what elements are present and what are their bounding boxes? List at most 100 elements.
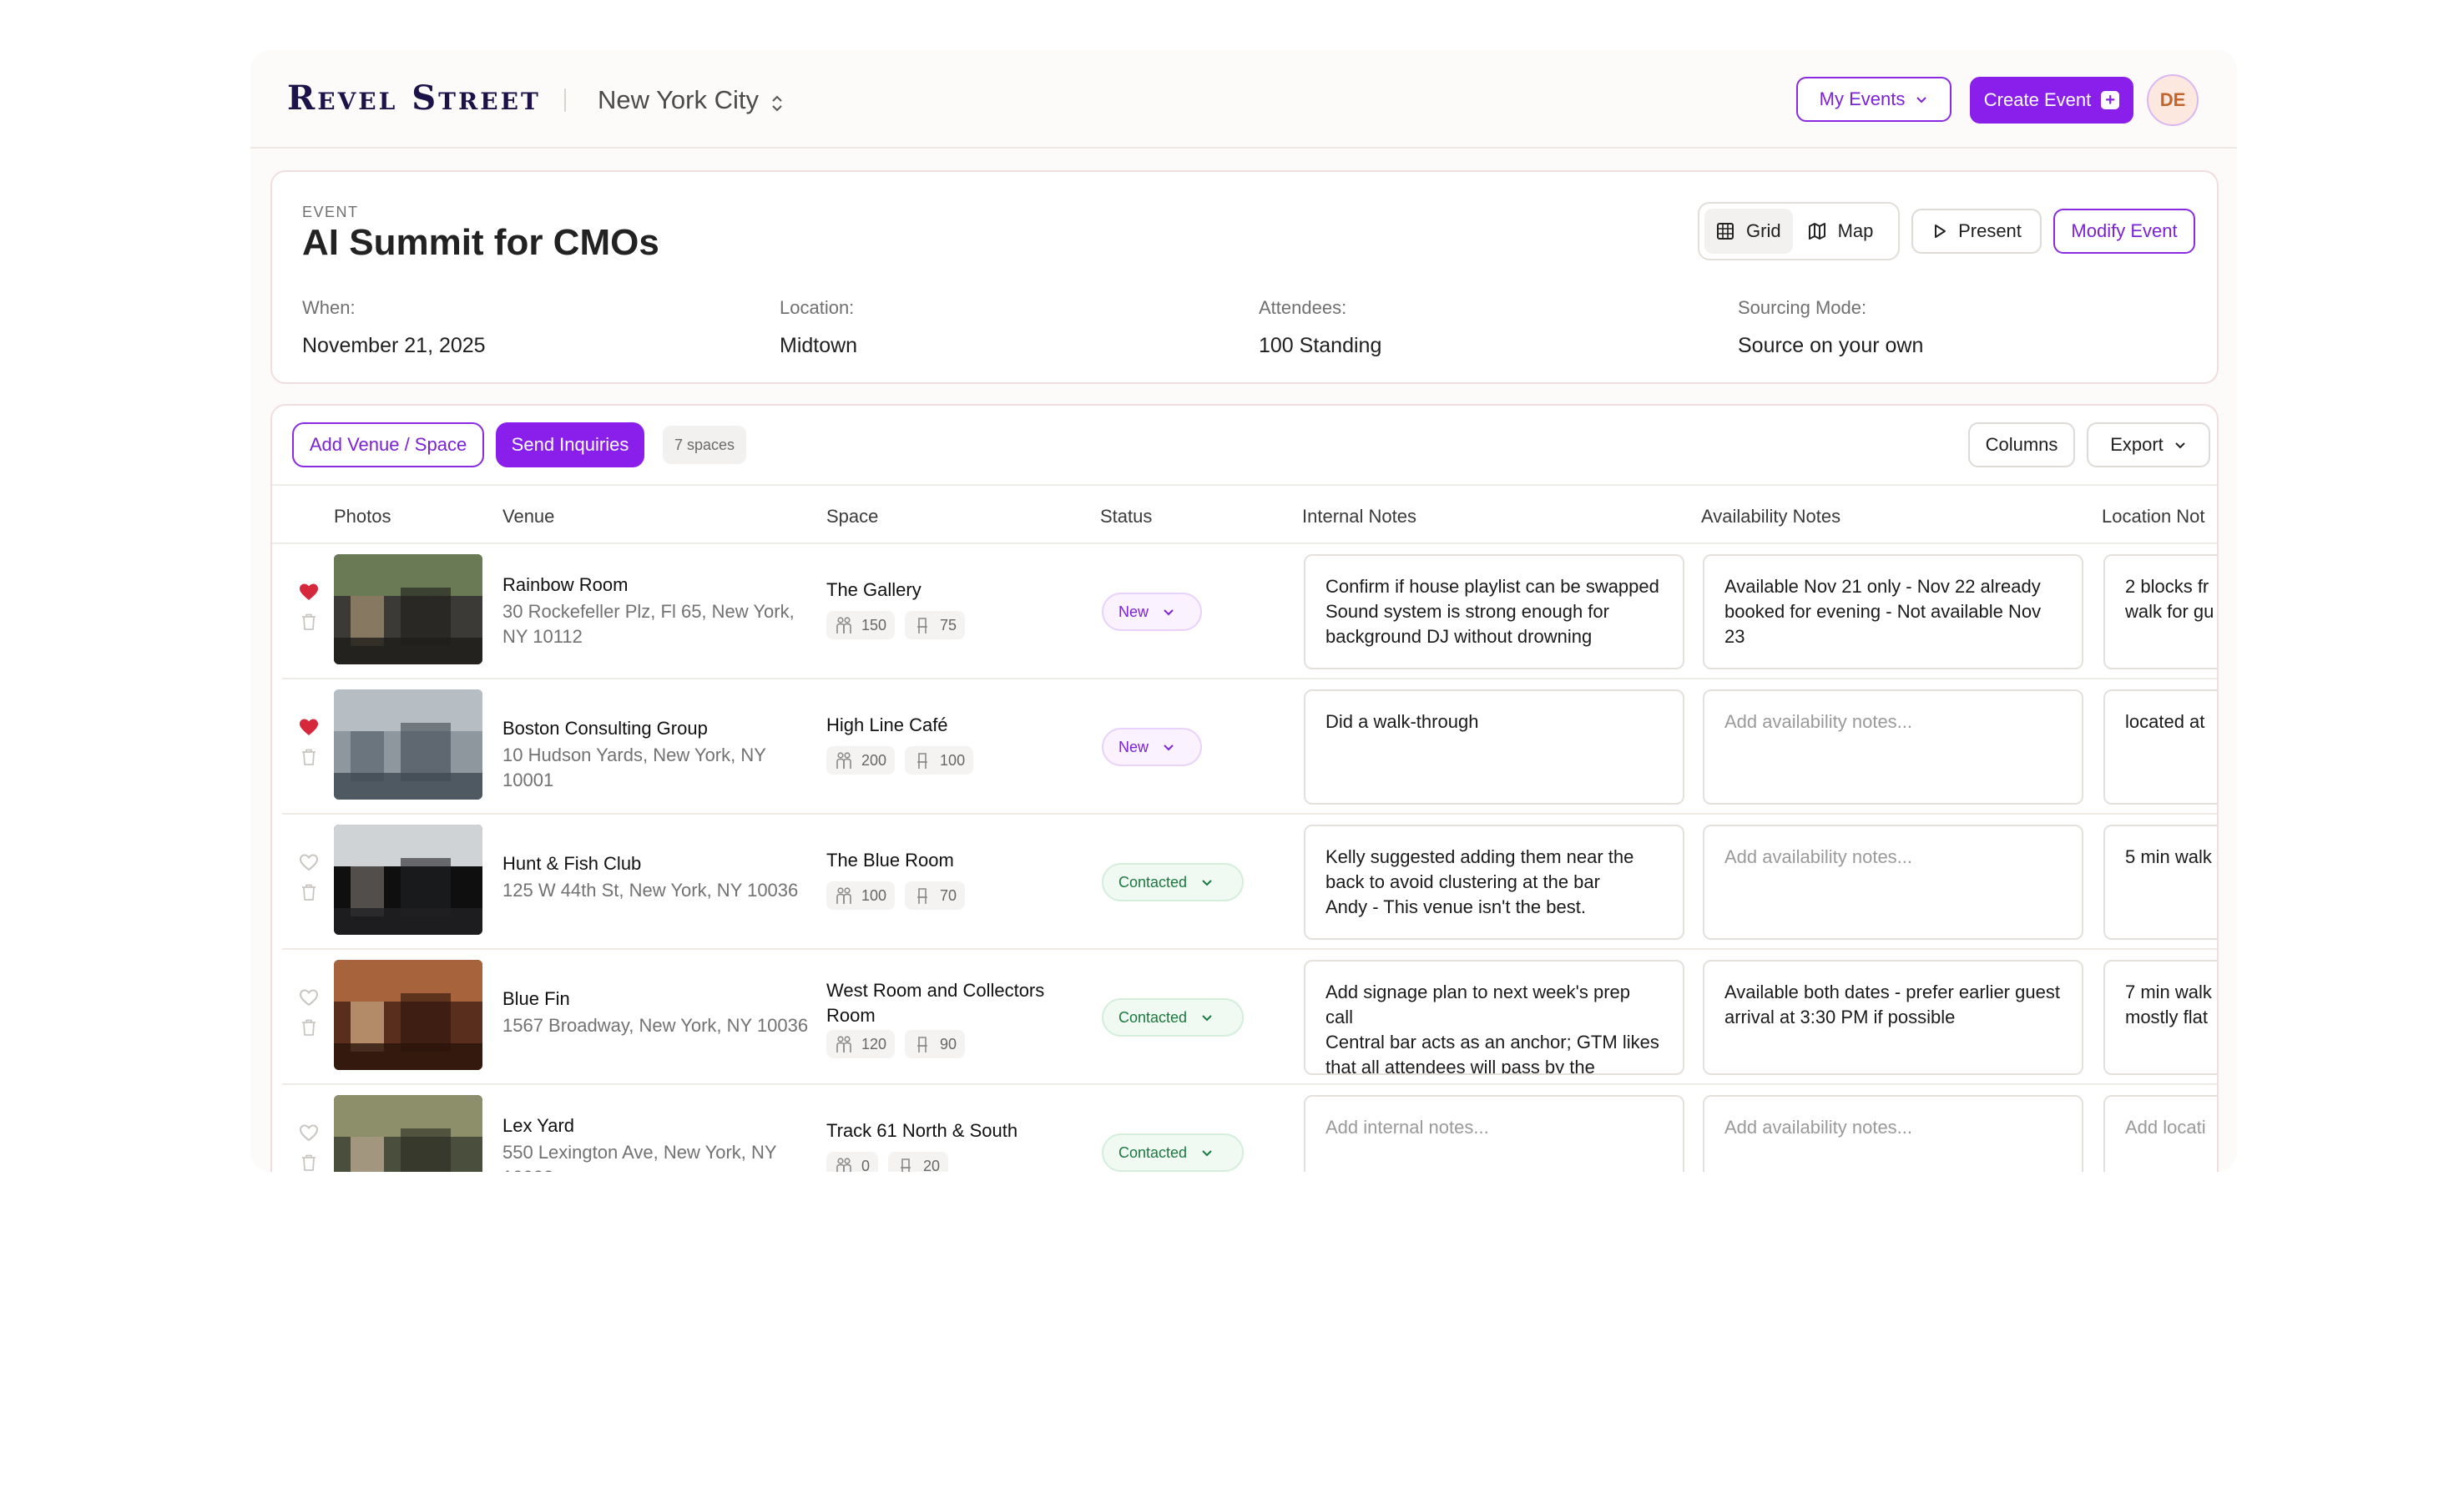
status-dropdown[interactable]: Contacted [1102, 863, 1244, 901]
columns-button[interactable]: Columns [1968, 422, 2075, 467]
seated-capacity: 100 [905, 746, 974, 775]
brand-logo[interactable]: Revel Street [287, 78, 541, 118]
column-header-photos[interactable]: Photos [334, 506, 391, 527]
trash-icon[interactable] [300, 883, 317, 901]
event-summary-card: EVENT AI Summit for CMOs Grid Map Presen… [270, 170, 2219, 384]
standing-capacity: 150 [826, 611, 896, 639]
availability-notes-field[interactable]: Add availability notes... [1703, 825, 2083, 940]
venue-photo[interactable] [334, 825, 482, 935]
chevron-down-icon [1202, 1150, 1212, 1157]
grid-view-button[interactable]: Grid [1704, 209, 1793, 254]
internal-notes-field[interactable]: Confirm if house playlist can be swapped… [1304, 554, 1684, 669]
availability-notes-field[interactable]: Add availability notes... [1703, 689, 2083, 805]
location-notes-field[interactable]: 5 min walk [2103, 825, 2217, 940]
status-label: New [1118, 603, 1149, 620]
modify-event-button[interactable]: Modify Event [2053, 209, 2195, 254]
column-header-venue[interactable]: Venue [502, 506, 555, 527]
location-notes-field[interactable]: located at [2103, 689, 2217, 805]
meta-value: 100 Standing [1259, 334, 1382, 357]
grid-view-label: Grid [1746, 220, 1781, 241]
user-avatar[interactable]: DE [2147, 74, 2199, 126]
create-event-button[interactable]: Create Event + [1970, 77, 2133, 124]
meta-value: Source on your own [1738, 334, 1924, 357]
space-name[interactable]: The Blue Room [826, 850, 954, 871]
meta-value: November 21, 2025 [302, 334, 486, 357]
favorite-heart-icon[interactable] [299, 1123, 319, 1142]
seated-capacity-value: 75 [940, 616, 957, 633]
standing-capacity: 0 [826, 1152, 879, 1172]
my-events-button[interactable]: My Events [1796, 77, 1952, 122]
internal-notes-field[interactable]: Did a walk-through [1304, 689, 1684, 805]
venue-name[interactable]: Blue Fin [502, 988, 570, 1009]
table-row[interactable]: Lex Yard 550 Lexington Ave, New York, NY … [282, 1085, 2217, 1173]
location-notes-field[interactable]: Add locati [2103, 1095, 2217, 1172]
chevron-down-icon [2175, 442, 2185, 449]
table-row[interactable]: Hunt & Fish Club 125 W 44th St, New York,… [282, 815, 2217, 950]
people-icon [836, 1036, 851, 1052]
availability-notes-field[interactable]: Available both dates - prefer earlier gu… [1703, 960, 2083, 1075]
location-notes-field[interactable]: 2 blocks fr walk for gu [2103, 554, 2217, 669]
availability-notes-field[interactable]: Add availability notes... [1703, 1095, 2083, 1172]
venue-photo[interactable] [334, 689, 482, 800]
trash-icon[interactable] [300, 748, 317, 766]
internal-notes-field[interactable]: Add signage plan to next week's prep cal… [1304, 960, 1684, 1075]
present-button[interactable]: Present [1911, 209, 2042, 254]
chair-icon [917, 618, 928, 633]
venue-name[interactable]: Lex Yard [502, 1115, 575, 1136]
send-inquiries-button[interactable]: Send Inquiries [496, 422, 644, 467]
status-dropdown[interactable]: New [1102, 728, 1202, 766]
venue-name[interactable]: Rainbow Room [502, 574, 629, 595]
chair-icon [917, 753, 928, 769]
table-row[interactable]: Boston Consulting Group 10 Hudson Yards, … [282, 679, 2217, 815]
favorite-heart-icon[interactable] [299, 583, 319, 601]
venue-photo[interactable] [334, 1095, 482, 1172]
table-row[interactable]: Blue Fin 1567 Broadway, New York, NY 1003… [282, 950, 2217, 1085]
venue-name[interactable]: Boston Consulting Group [502, 718, 708, 739]
meta-label: Location: [780, 297, 855, 318]
favorite-heart-icon[interactable] [299, 988, 319, 1007]
standing-capacity-value: 100 [861, 886, 887, 904]
favorite-heart-icon[interactable] [299, 853, 319, 871]
standing-capacity: 200 [826, 746, 896, 775]
chevron-down-icon [1164, 609, 1174, 616]
internal-notes-field[interactable]: Kelly suggested adding them near the bac… [1304, 825, 1684, 940]
column-header-status[interactable]: Status [1100, 506, 1153, 527]
standing-capacity-value: 150 [861, 616, 887, 633]
trash-icon[interactable] [300, 1153, 317, 1172]
space-name[interactable]: High Line Café [826, 714, 948, 735]
map-view-button[interactable]: Map [1796, 209, 1886, 254]
space-name[interactable]: The Gallery [826, 579, 921, 600]
seated-capacity-value: 100 [940, 751, 966, 769]
status-dropdown[interactable]: Contacted [1102, 998, 1244, 1037]
app-window: Revel Street New York City My Events Cre… [250, 50, 2237, 1172]
seated-capacity-value: 20 [923, 1157, 941, 1173]
table-row[interactable]: Rainbow Room 30 Rockefeller Plz, Fl 65, N… [282, 544, 2217, 679]
people-icon [836, 887, 851, 904]
venue-photo[interactable] [334, 554, 482, 664]
venue-name[interactable]: Hunt & Fish Club [502, 853, 642, 874]
location-notes-field[interactable]: 7 min walk mostly flat [2103, 960, 2217, 1075]
availability-notes-field[interactable]: Available Nov 21 only - Nov 22 already b… [1703, 554, 2083, 669]
column-header-space[interactable]: Space [826, 506, 879, 527]
view-toggle: Grid Map [1698, 202, 1900, 260]
column-header-location-notes[interactable]: Location Not [2102, 506, 2205, 527]
favorite-heart-icon[interactable] [299, 718, 319, 736]
column-header-availability-notes[interactable]: Availability Notes [1701, 506, 1841, 527]
meta-attendees: Attendees: 100 Standing [1259, 297, 1381, 358]
chevron-up-down-icon [770, 90, 784, 112]
venue-photo[interactable] [334, 960, 482, 1070]
city-selector[interactable]: New York City [598, 82, 784, 119]
internal-notes-field[interactable]: Add internal notes... [1304, 1095, 1684, 1172]
venues-panel: Add Venue / Space Send Inquiries 7 space… [270, 404, 2219, 1172]
people-icon [836, 1158, 851, 1172]
status-dropdown[interactable]: Contacted [1102, 1133, 1244, 1172]
column-header-internal-notes[interactable]: Internal Notes [1302, 506, 1416, 527]
status-dropdown[interactable]: New [1102, 593, 1202, 631]
add-venue-button[interactable]: Add Venue / Space [292, 422, 484, 467]
trash-icon[interactable] [300, 613, 317, 631]
export-button[interactable]: Export [2087, 422, 2210, 467]
my-events-label: My Events [1819, 88, 1906, 109]
trash-icon[interactable] [300, 1018, 317, 1037]
space-name[interactable]: Track 61 North & South [826, 1120, 1018, 1141]
space-name[interactable]: West Room and Collectors Room [826, 980, 1045, 1026]
